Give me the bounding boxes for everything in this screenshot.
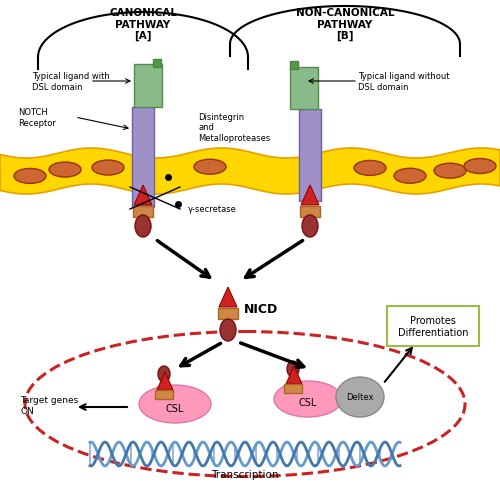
Ellipse shape — [139, 385, 211, 423]
Ellipse shape — [394, 169, 426, 184]
Text: NICD: NICD — [244, 303, 278, 316]
Text: Transcription: Transcription — [212, 469, 279, 479]
Bar — [132, 108, 154, 208]
FancyBboxPatch shape — [387, 306, 479, 346]
Ellipse shape — [92, 161, 124, 176]
Bar — [134, 65, 162, 108]
Polygon shape — [157, 372, 173, 390]
Text: NOTCH
Receptor: NOTCH Receptor — [18, 108, 56, 127]
Text: NON-CANONICAL
PATHWAY
[B]: NON-CANONICAL PATHWAY [B] — [296, 8, 394, 41]
Ellipse shape — [49, 163, 81, 178]
Text: Promotes
Differentiation: Promotes Differentiation — [398, 316, 468, 337]
Text: CSL: CSL — [166, 403, 184, 413]
Ellipse shape — [135, 215, 151, 238]
Polygon shape — [286, 366, 302, 384]
Ellipse shape — [287, 361, 299, 377]
Text: Typical ligand without
DSL domain: Typical ligand without DSL domain — [358, 72, 450, 91]
Text: CSL: CSL — [299, 397, 317, 407]
Text: CANONICAL
PATHWAY
[A]: CANONICAL PATHWAY [A] — [109, 8, 177, 41]
Text: Disintegrin
and
Metalloproteases: Disintegrin and Metalloproteases — [198, 113, 270, 143]
Ellipse shape — [302, 215, 318, 238]
Polygon shape — [219, 287, 237, 307]
Text: Deltex: Deltex — [346, 393, 374, 402]
Bar — [155, 390, 173, 399]
Ellipse shape — [194, 160, 226, 175]
Bar — [284, 384, 302, 393]
Ellipse shape — [464, 159, 496, 174]
Bar — [153, 60, 161, 68]
Bar — [299, 110, 321, 201]
Bar — [300, 207, 320, 217]
Ellipse shape — [434, 164, 466, 179]
Ellipse shape — [158, 366, 170, 382]
Ellipse shape — [354, 161, 386, 176]
Ellipse shape — [220, 319, 236, 341]
Bar — [290, 62, 298, 70]
Text: Target genes
ON: Target genes ON — [20, 395, 78, 415]
Ellipse shape — [274, 381, 342, 417]
Ellipse shape — [14, 169, 46, 184]
Text: Typical ligand with
DSL domain: Typical ligand with DSL domain — [32, 72, 110, 91]
Bar — [133, 207, 153, 217]
Bar — [218, 308, 238, 319]
Polygon shape — [301, 186, 319, 206]
Polygon shape — [0, 149, 500, 195]
Ellipse shape — [336, 377, 384, 417]
Text: γ-secretase: γ-secretase — [188, 205, 237, 214]
Polygon shape — [134, 186, 152, 206]
Bar — [290, 68, 318, 110]
